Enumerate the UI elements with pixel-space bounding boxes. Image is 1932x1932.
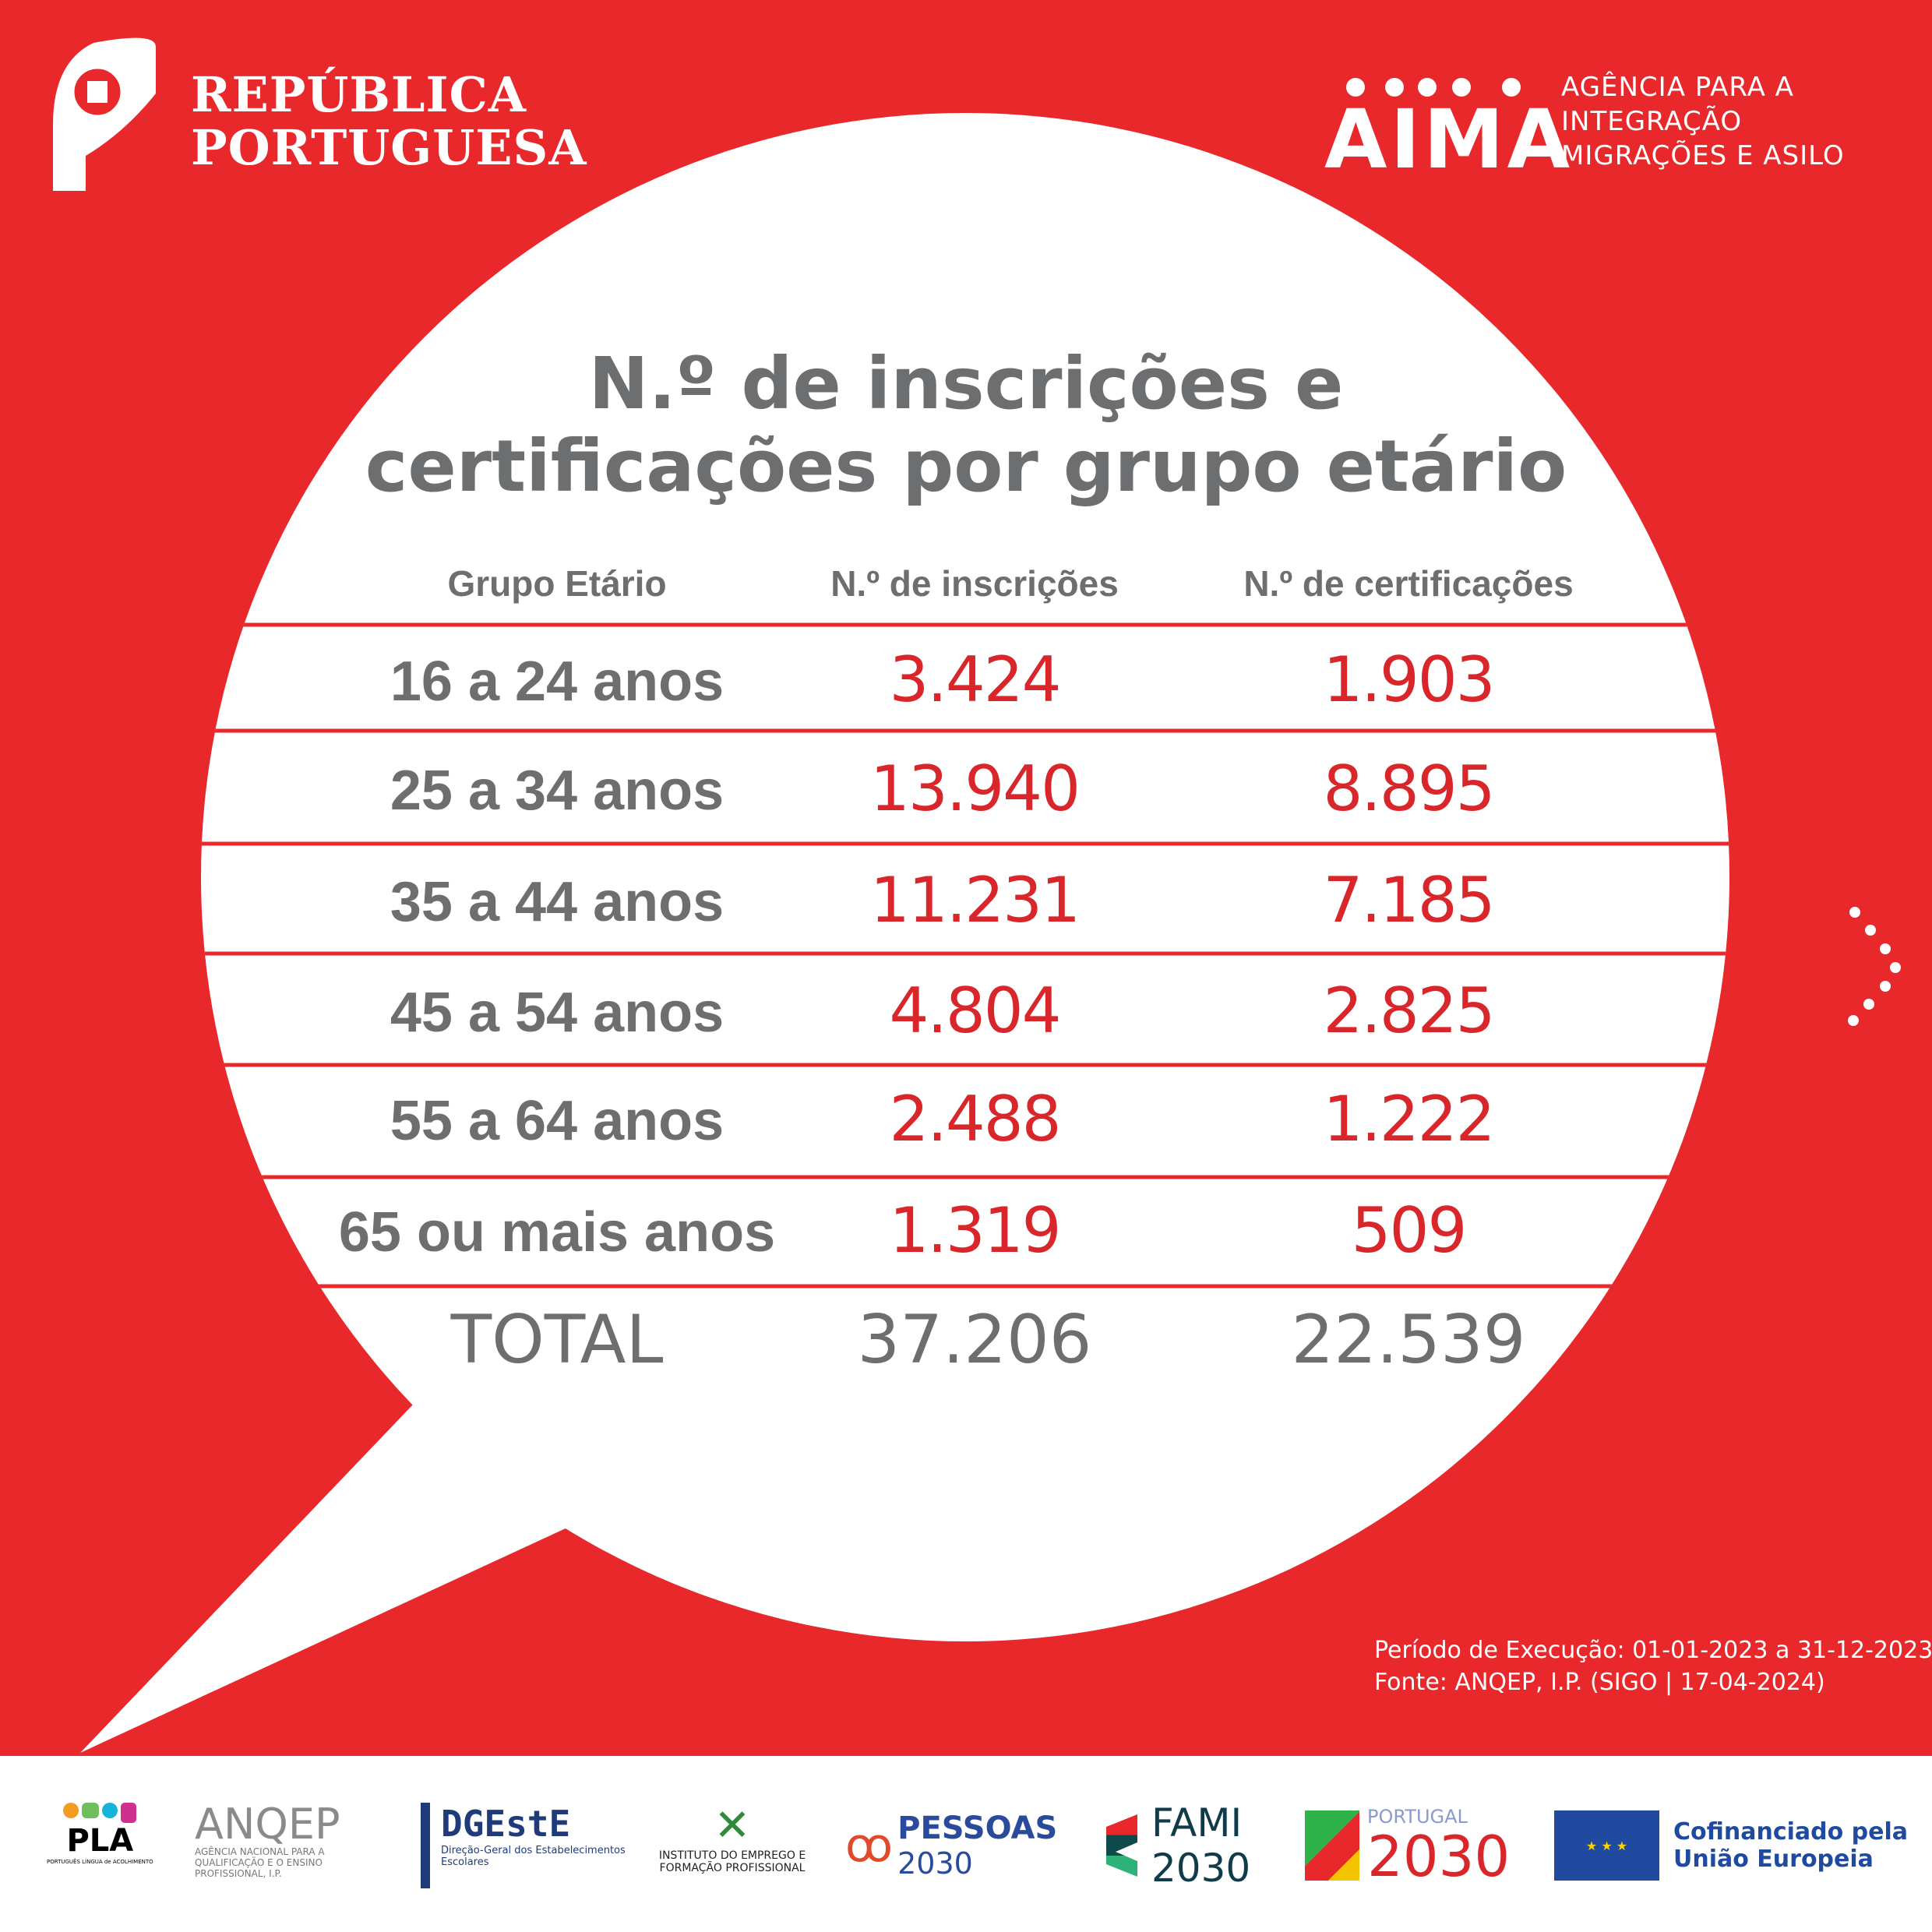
pessoas-icon: ꝏ: [845, 1818, 894, 1873]
eu-cofinancing-logo: ★ ★ ★ Cofinanciado pela União Europeia: [1554, 1803, 1908, 1888]
logo-text: FAMI: [1151, 1800, 1243, 1846]
title-line: N.º de inscrições e: [588, 342, 1344, 425]
enrollments-value: 11.231: [870, 864, 1081, 936]
aima-logo: AIMA: [1324, 92, 1574, 187]
fami-2030-logo: FAMI 2030: [1106, 1800, 1251, 1891]
aima-line: AGÊNCIA PARA A: [1561, 72, 1794, 103]
coat-of-arms-icon: [53, 37, 156, 191]
enrollments-value: 3.424: [889, 643, 1061, 716]
certifications-value: 8.895: [1323, 753, 1495, 825]
execution-period: Período de Execução: 01-01-2023 a 31-12-…: [1374, 1637, 1932, 1664]
certifications-value: 2.825: [1323, 975, 1495, 1047]
enrollments-value: 13.940: [870, 753, 1081, 825]
total-enrollments: 37.206: [857, 1301, 1092, 1379]
logo-sub: União Europeia: [1673, 1846, 1874, 1873]
logo-sub: 2030: [1151, 1846, 1251, 1891]
data-source: Fonte: ANQEP, I.P. (SIGO | 17-04-2024): [1374, 1669, 1825, 1696]
aima-dots: [1346, 78, 1521, 97]
logo-sub: AGÊNCIA NACIONAL PARA A QUALIFICAÇÃO E O…: [195, 1846, 325, 1879]
logo-text: PORTUGAL: [1367, 1806, 1468, 1828]
logo-sub: 2030: [1367, 1824, 1511, 1889]
certifications-value: 509: [1351, 1194, 1468, 1267]
logo-sub: Direção-Geral dos Estabelecimentos Escol…: [441, 1845, 626, 1868]
portugal-icon: [1305, 1810, 1359, 1881]
eu-flag-icon: ★ ★ ★: [1554, 1810, 1659, 1881]
page-title: N.º de inscrições e certificações por gr…: [365, 343, 1567, 508]
logo-text: DGEstE: [441, 1803, 571, 1845]
republica-portuguesa-logo: REPÚBLICA PORTUGUESA: [191, 69, 587, 175]
total-label: TOTAL: [450, 1301, 664, 1379]
age-group: 25 a 34 anos: [390, 760, 724, 822]
footer-logos: PLA PORTUGUÊS LÍNGUA de ACOLHIMENTO ANQE…: [0, 1756, 1932, 1932]
iefp-logo: ✕ INSTITUTO DO EMPREGO E FORMAÇÃO PROFIS…: [654, 1803, 810, 1888]
pessoas-2030-logo: ꝏ PESSOAS 2030: [845, 1803, 1057, 1888]
source-note: Período de Execução: 01-01-2023 a 31-12-…: [1374, 1634, 1932, 1698]
logo-line: PORTUGUESA: [191, 119, 587, 176]
column-header-enrollments: N.º de inscrições: [830, 563, 1119, 604]
logo-sub: 2030: [897, 1846, 973, 1881]
logo-text: PLA: [66, 1823, 134, 1859]
certifications-value: 1.222: [1323, 1083, 1495, 1155]
age-group: 35 a 44 anos: [390, 871, 724, 933]
fami-icon: [1106, 1814, 1137, 1877]
anqep-logo: ANQEP AGÊNCIA NACIONAL PARA A QUALIFICAÇ…: [195, 1803, 382, 1888]
column-header-age: Grupo Etário: [447, 563, 667, 604]
aima-subtitle: AGÊNCIA PARA A INTEGRAÇÃO MIGRAÇÕES E AS…: [1561, 70, 1845, 173]
certifications-value: 7.185: [1323, 864, 1495, 936]
portugal-2030-logo: PORTUGAL 2030: [1305, 1803, 1510, 1888]
total-certifications: 22.539: [1291, 1301, 1526, 1379]
iefp-icon: ✕: [714, 1800, 751, 1851]
aima-line: MIGRAÇÕES E ASILO: [1561, 140, 1845, 171]
logo-text: ANQEP: [195, 1800, 340, 1849]
table-row-dividers: [201, 622, 1729, 1289]
enrollments-value: 2.488: [889, 1083, 1061, 1155]
age-group: 16 a 24 anos: [390, 650, 724, 713]
column-header-certifications: N.º de certificações: [1243, 563, 1574, 604]
age-group: 45 a 54 anos: [390, 982, 724, 1044]
age-group: 55 a 64 anos: [390, 1090, 724, 1152]
logo-sub: INSTITUTO DO EMPREGO E FORMAÇÃO PROFISSI…: [658, 1849, 806, 1874]
enrollments-value: 4.804: [889, 975, 1061, 1047]
logo-text: Cofinanciado pela: [1673, 1818, 1909, 1846]
age-group: 65 ou mais anos: [338, 1201, 776, 1264]
title-line: certificações por grupo etário: [365, 425, 1567, 508]
pla-logo: PLA PORTUGUÊS LÍNGUA de ACOLHIMENTO: [47, 1803, 153, 1888]
dgeste-logo: DGEstE Direção-Geral dos Estabelecimento…: [421, 1803, 636, 1888]
enrollments-value: 1.319: [889, 1194, 1061, 1267]
aima-line: INTEGRAÇÃO: [1561, 106, 1743, 137]
logo-sub: PORTUGUÊS LÍNGUA de ACOLHIMENTO: [47, 1859, 153, 1865]
certifications-value: 1.903: [1323, 643, 1495, 716]
decorative-dots: [1848, 907, 1901, 1026]
logo-text: PESSOAS: [897, 1810, 1058, 1846]
logo-line: REPÚBLICA: [191, 66, 527, 123]
